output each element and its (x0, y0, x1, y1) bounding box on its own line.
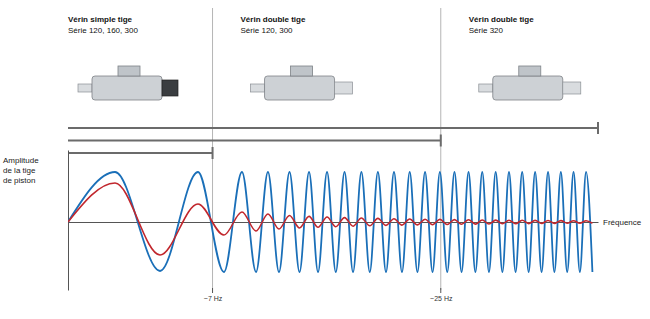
chart: Vérin simple tige Série 120, 160, 300 Véri… (0, 0, 650, 319)
range-bar (68, 152, 213, 154)
icon-body (493, 76, 563, 100)
y-axis-title: Amplitudede la tigede piston (3, 156, 39, 185)
product-name: Vérin double tige (241, 15, 306, 24)
product-icon (479, 66, 581, 100)
icon-body (92, 76, 162, 100)
y-axis-title-line: de la tige (3, 166, 36, 175)
product-icon (78, 66, 178, 100)
y-axis-title-line: Amplitude (3, 156, 39, 165)
grid-line (440, 8, 441, 290)
icon-cap (162, 80, 178, 96)
icon-body (265, 76, 335, 100)
icon-rod (479, 84, 493, 92)
range-bar (68, 127, 598, 129)
x-tick-marks (213, 288, 441, 293)
icon-rod (335, 82, 353, 94)
x-tick-mark (212, 288, 213, 293)
x-tick-label: ~25 Hz (430, 295, 453, 302)
product-name: Vérin double tige (469, 15, 534, 24)
product-icon (251, 66, 353, 100)
y-axis-title-line: de piston (3, 176, 35, 185)
x-axis-title: Fréquence (603, 218, 642, 227)
series-line (68, 183, 592, 255)
icon-rod (563, 82, 581, 94)
range-cap (440, 135, 442, 147)
icon-rod (78, 84, 92, 92)
range-cap (597, 122, 599, 134)
grid-line (212, 8, 213, 290)
range-bar (68, 140, 441, 142)
product-series: Série 120, 300 (241, 26, 294, 35)
x-tick-mark (440, 288, 441, 293)
product-series: Série 320 (469, 26, 504, 35)
icon-rod (251, 84, 265, 92)
product-name: Vérin simple tige (68, 15, 133, 24)
products: Vérin simple tige Série 120, 160, 300 Véri… (68, 15, 598, 159)
icon-valve (291, 66, 313, 76)
grid (213, 8, 441, 290)
range-cap (212, 147, 214, 159)
series-line (68, 172, 592, 272)
icon-valve (519, 66, 541, 76)
background (0, 0, 650, 319)
plot-area (68, 172, 592, 272)
icon-valve (118, 66, 140, 76)
x-tick-label: ~7 Hz (204, 295, 223, 302)
product-series: Série 120, 160, 300 (68, 26, 138, 35)
